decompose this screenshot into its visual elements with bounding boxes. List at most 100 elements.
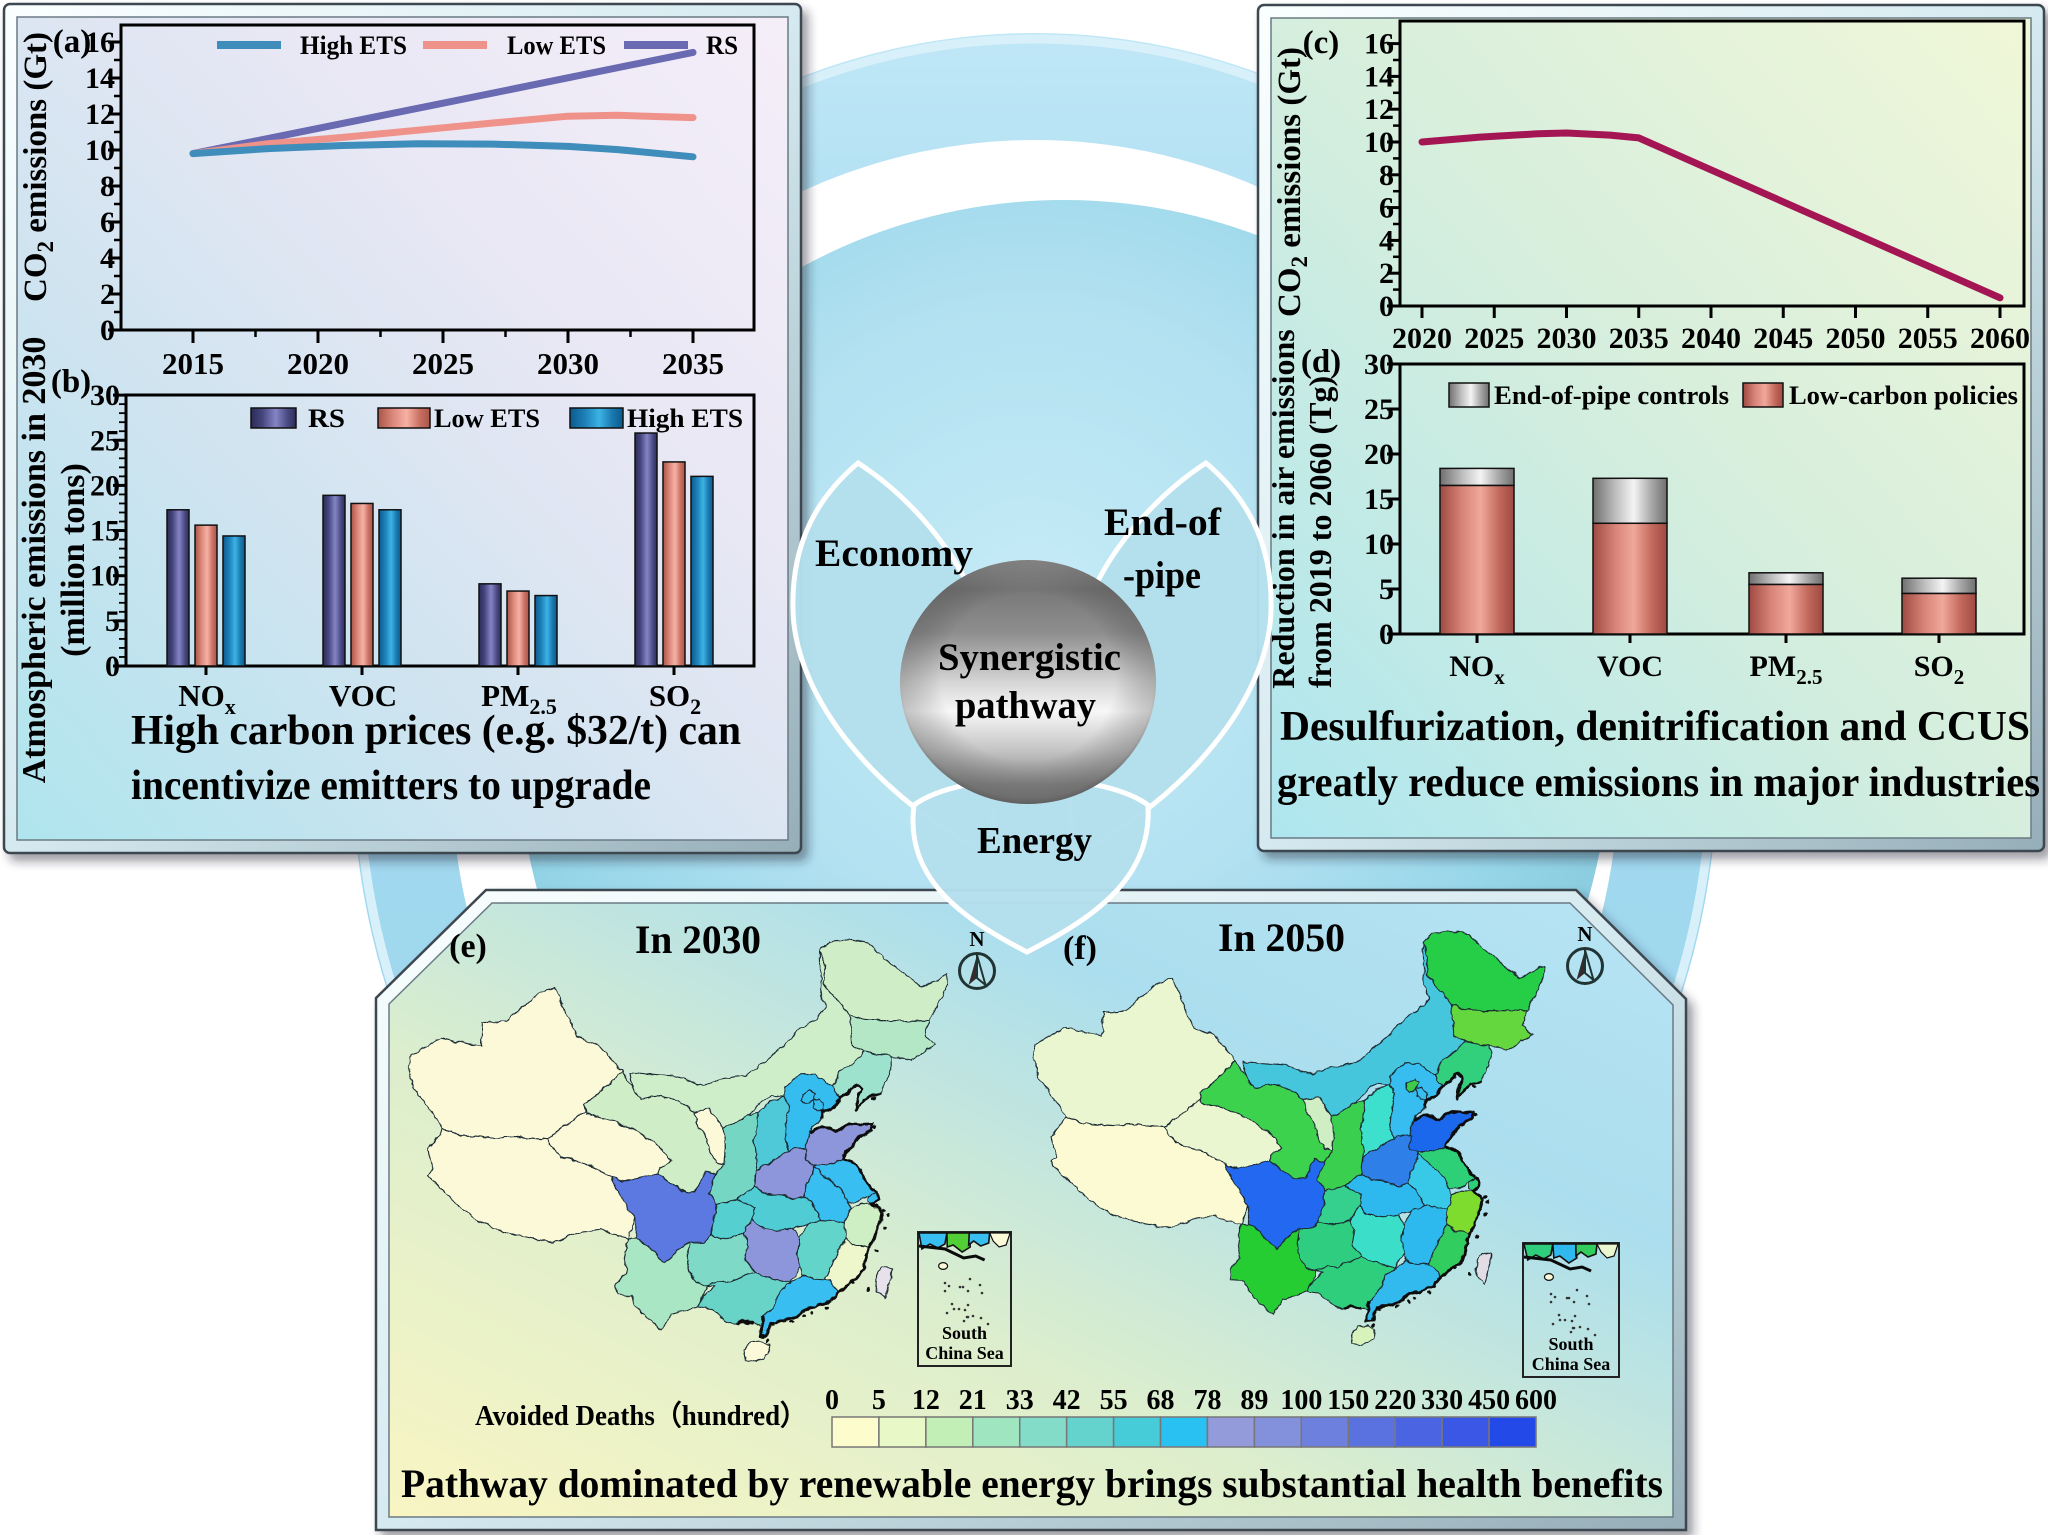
svg-text:25: 25 [90,424,120,457]
svg-text:Low ETS: Low ETS [434,404,540,433]
svg-text:End-of-pipe controls: End-of-pipe controls [1494,381,1729,410]
svg-text:from 2019 to 2060 (Tg): from 2019 to 2060 (Tg) [1302,376,1338,688]
svg-text:Low ETS: Low ETS [507,31,606,60]
svg-text:(c): (c) [1303,25,1340,61]
svg-text:Economy: Economy [815,532,974,575]
svg-text:2025: 2025 [1464,322,1524,355]
svg-text:20: 20 [90,469,120,502]
svg-text:150: 150 [1327,1385,1369,1416]
svg-text:5: 5 [872,1385,886,1416]
svg-text:CO2 emissions (Gt): CO2 emissions (Gt) [18,32,58,302]
svg-text:2040: 2040 [1681,322,1741,355]
svg-text:(million tons): (million tons) [55,463,92,657]
svg-text:-pipe: -pipe [1123,554,1201,597]
svg-text:SO2: SO2 [1914,650,1965,689]
svg-text:220: 220 [1374,1385,1416,1416]
svg-text:South: South [1548,1334,1593,1354]
svg-text:30: 30 [90,379,120,412]
svg-text:4: 4 [100,242,115,275]
svg-text:RS: RS [706,31,738,60]
svg-text:High ETS: High ETS [300,31,407,60]
svg-text:Pathway dominated by renewable: Pathway dominated by renewable energy br… [401,1461,1663,1506]
svg-text:330: 330 [1421,1385,1463,1416]
svg-text:16: 16 [85,26,115,59]
svg-text:25: 25 [1364,393,1394,426]
svg-text:(b): (b) [51,364,91,400]
svg-text:CO2 emissions (Gt): CO2 emissions (Gt) [1272,47,1312,317]
svg-text:2030: 2030 [537,346,599,381]
svg-text:Low-carbon policies: Low-carbon policies [1789,381,2018,410]
svg-text:pathway: pathway [955,684,1096,727]
svg-text:16: 16 [1364,28,1394,61]
svg-text:NOx: NOx [178,678,236,719]
svg-text:10: 10 [1364,126,1394,159]
svg-text:14: 14 [1364,60,1394,93]
svg-text:South: South [942,1323,987,1343]
svg-text:N: N [1577,922,1592,946]
svg-text:6: 6 [100,206,115,239]
svg-text:2: 2 [1379,257,1394,290]
svg-text:2020: 2020 [287,346,349,381]
svg-text:15: 15 [90,515,120,548]
svg-text:20: 20 [1364,438,1394,471]
svg-text:incentivize emitters to upgrad: incentivize emitters to upgrade [131,763,651,809]
svg-text:2050: 2050 [1826,322,1886,355]
svg-text:Atmospheric emissions in 2030: Atmospheric emissions in 2030 [16,337,53,784]
svg-text:100: 100 [1280,1385,1322,1416]
svg-text:2025: 2025 [412,346,474,381]
svg-text:8: 8 [1379,159,1394,192]
svg-text:N: N [969,927,984,951]
svg-text:4: 4 [1379,224,1394,257]
svg-text:55: 55 [1100,1385,1128,1416]
svg-text:Desulfurization, denitrificati: Desulfurization, denitrification and CCU… [1280,704,2030,750]
svg-text:2015: 2015 [162,346,224,381]
svg-text:Energy: Energy [977,820,1092,862]
svg-text:450: 450 [1468,1385,1510,1416]
svg-text:(d): (d) [1301,344,1341,380]
svg-text:10: 10 [1364,528,1394,561]
svg-text:68: 68 [1147,1385,1175,1416]
svg-text:VOC: VOC [329,678,397,713]
svg-text:8: 8 [100,170,115,203]
svg-text:2055: 2055 [1898,322,1958,355]
svg-text:0: 0 [105,650,120,683]
svg-text:(e): (e) [449,928,487,965]
svg-text:2060: 2060 [1970,322,2030,355]
svg-text:2030: 2030 [1537,322,1597,355]
svg-text:89: 89 [1240,1385,1268,1416]
svg-text:2035: 2035 [662,346,724,381]
svg-text:0: 0 [825,1385,839,1416]
svg-text:High ETS: High ETS [627,404,743,433]
svg-text:In 2030: In 2030 [635,917,761,962]
svg-text:2045: 2045 [1753,322,1813,355]
svg-text:VOC: VOC [1597,650,1663,683]
svg-text:14: 14 [85,62,115,95]
svg-text:21: 21 [959,1385,987,1416]
svg-text:2: 2 [100,278,115,311]
svg-text:China Sea: China Sea [925,1343,1004,1363]
svg-text:10: 10 [85,134,115,167]
svg-text:15: 15 [1364,483,1394,516]
svg-text:12: 12 [1364,93,1394,126]
svg-text:30: 30 [1364,348,1394,381]
svg-text:End-of: End-of [1104,501,1222,544]
svg-text:Synergistic: Synergistic [938,636,1121,679]
svg-text:High carbon prices (e.g. $32/t: High carbon prices (e.g. $32/t) can [131,708,741,754]
svg-text:78: 78 [1193,1385,1221,1416]
svg-text:42: 42 [1053,1385,1081,1416]
svg-text:12: 12 [912,1385,940,1416]
svg-text:600: 600 [1515,1385,1557,1416]
svg-text:2035: 2035 [1609,322,1669,355]
svg-text:5: 5 [105,605,120,638]
svg-text:China Sea: China Sea [1532,1354,1611,1374]
svg-text:(f): (f) [1063,930,1097,967]
svg-text:10: 10 [90,560,120,593]
svg-text:2020: 2020 [1392,322,1452,355]
svg-text:In 2050: In 2050 [1218,915,1345,960]
svg-text:0: 0 [1379,290,1394,323]
svg-text:12: 12 [85,98,115,131]
svg-text:0: 0 [100,314,115,347]
svg-text:Avoided Deaths（hundred）: Avoided Deaths（hundred） [475,1399,807,1432]
svg-text:5: 5 [1379,573,1394,606]
svg-text:(a): (a) [53,24,91,60]
